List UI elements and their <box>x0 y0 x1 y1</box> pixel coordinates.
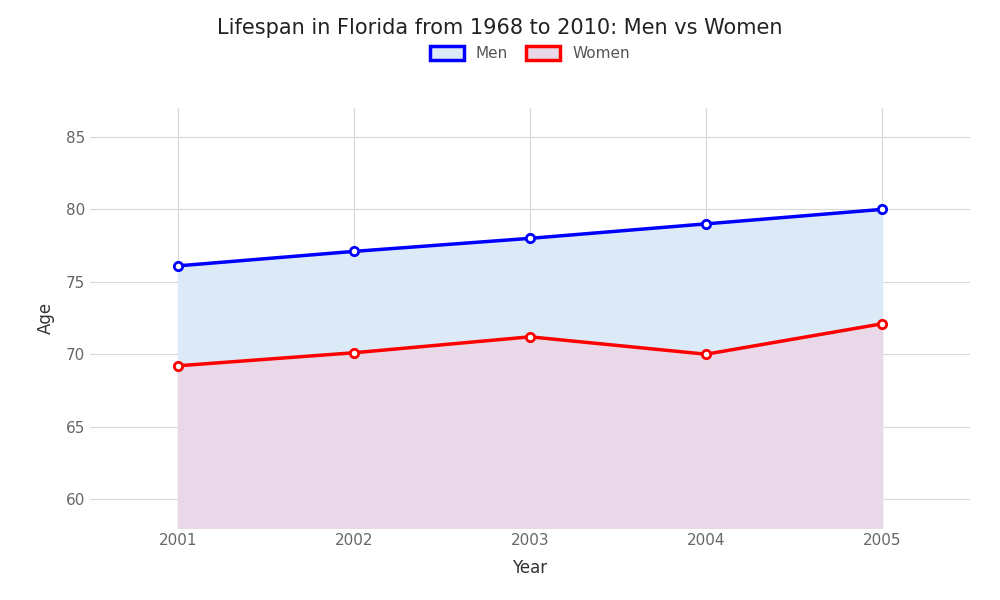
Legend: Men, Women: Men, Women <box>424 40 636 67</box>
Y-axis label: Age: Age <box>37 302 55 334</box>
Text: Lifespan in Florida from 1968 to 2010: Men vs Women: Lifespan in Florida from 1968 to 2010: M… <box>217 18 783 38</box>
X-axis label: Year: Year <box>512 559 548 577</box>
